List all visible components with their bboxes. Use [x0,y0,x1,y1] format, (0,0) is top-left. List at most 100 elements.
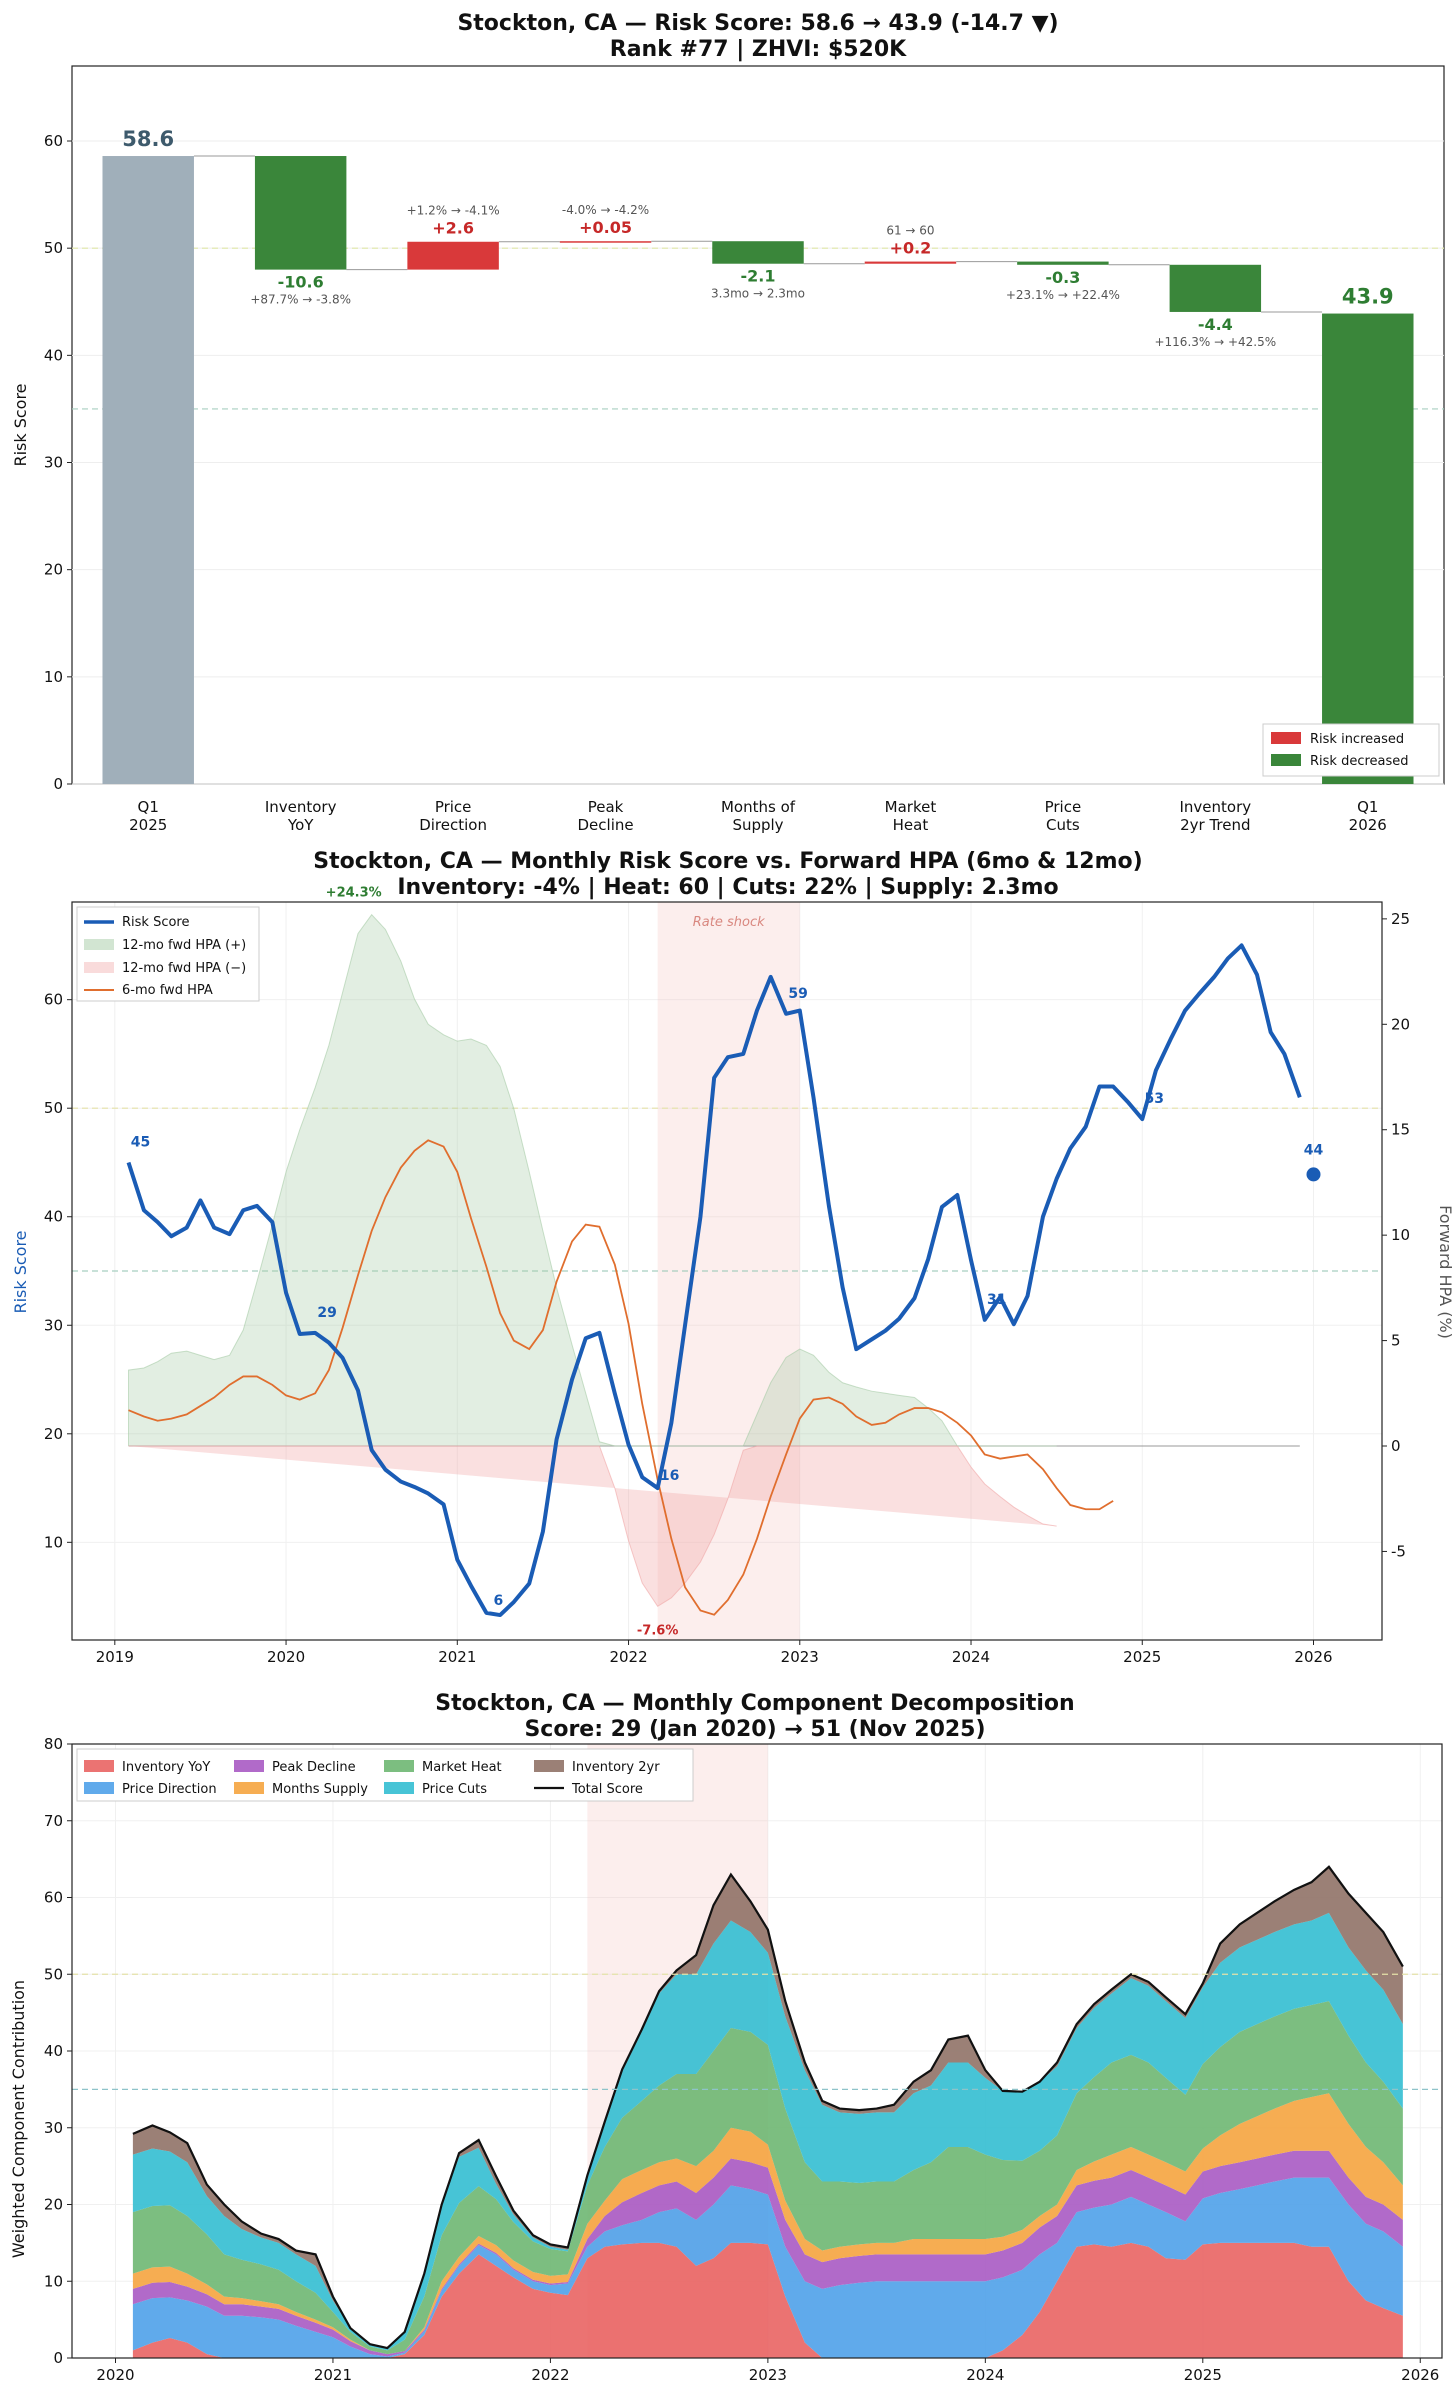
waterfall-delta-label: +2.6 [432,219,474,238]
waterfall-bar-step [1017,261,1109,265]
area-chart-ylabel: Weighted Component Contribution [9,1980,28,2258]
risk-score-current-label: 44 [1304,1142,1324,1158]
component-decomposition-chart: Stockton, CA — Monthly Component Decompo… [9,1691,1443,2384]
risk-vs-hpa-chart: Stockton, CA — Monthly Risk Score vs. Fo… [11,849,1455,1666]
waterfall-ylabel: Risk Score [11,383,30,466]
waterfall-chart: Stockton, CA — Risk Score: 58.6 → 43.9 (… [11,11,1445,834]
waterfall-xtick-label: Peak Decline [578,798,634,834]
waterfall-ytick-label: 20 [44,561,63,579]
legend-label: Inventory 2yr [572,1760,660,1775]
line-chart-ytick-label: 20 [44,1425,63,1443]
legend-swatch-decrease [1271,754,1301,766]
line-chart-xtick-label: 2023 [781,1648,819,1666]
legend-swatch-hpa-pos [84,939,114,950]
legend-label: Market Heat [422,1760,502,1775]
waterfall-xtick-label: Market Heat [885,798,937,834]
hpa-6mo-line [128,1139,1114,1616]
legend-label: Price Cuts [422,1782,487,1797]
risk-score-annotation: 59 [788,986,807,1002]
hpa-peak-label: +24.3% [326,886,382,901]
waterfall-xtick-label: Q1 2026 [1349,798,1387,834]
area-chart-ytick-label: 30 [44,2119,63,2137]
area-chart-xtick-label: 2020 [96,2366,134,2384]
legend-swatch [84,1782,114,1794]
line-chart-ytick-label: 60 [44,991,63,1009]
legend-label-hpa6: 6-mo fwd HPA [122,983,213,998]
stacked-area-series [132,2177,1403,2358]
stacked-area-series [132,1912,1403,2351]
area-chart-ytick-label: 20 [44,2196,63,2214]
legend-label: Price Direction [122,1782,217,1797]
waterfall-subtitle: Rank #77 | ZHVI: $520K [610,37,907,62]
line-chart-y2tick-label: 5 [1391,1332,1401,1350]
waterfall-bar-step [254,156,347,270]
risk-score-annotation: 6 [494,1593,504,1609]
risk-score-line [126,943,1302,1618]
waterfall-xtick-label: Months of Supply [721,798,796,834]
waterfall-delta-label: -0.3 [1045,268,1080,287]
area-chart-ytick-label: 50 [44,1965,63,1983]
line-chart-ytick-label: 10 [44,1533,63,1551]
area-chart-xtick-label: 2022 [531,2366,569,2384]
waterfall-detail-label: +116.3% → +42.5% [1154,335,1276,349]
waterfall-delta-label: -4.4 [1198,315,1233,334]
legend-swatch [384,1782,414,1794]
legend-label-hpa-pos: 12-mo fwd HPA (+) [122,938,246,953]
waterfall-detail-label: +1.2% → -4.1% [407,204,500,218]
waterfall-bar-step [407,241,499,270]
legend-label-risk: Risk Score [122,915,190,930]
area-chart-xtick-label: 2021 [314,2366,352,2384]
line-chart-title: Stockton, CA — Monthly Risk Score vs. Fo… [313,849,1142,874]
area-chart-ytick-label: 80 [44,1735,63,1753]
waterfall-bar-step [864,261,957,264]
waterfall-detail-label: +87.7% → -3.8% [250,293,351,307]
legend-label: Months Supply [272,1782,368,1797]
line-chart-xtick-label: 2021 [438,1648,476,1666]
line-chart-y2tick-label: 25 [1391,910,1410,928]
line-chart-y2tick-label: -5 [1391,1542,1406,1560]
waterfall-bar-end [1322,313,1414,784]
area-axes-frame [71,1743,1443,2359]
waterfall-xtick-label: Price Direction [419,798,487,834]
risk-score-current-dot [1306,1167,1321,1182]
area-chart-xtick-label: 2024 [966,2366,1004,2384]
area-chart-xtick-label: 2026 [1401,2366,1439,2384]
area-chart-title: Stockton, CA — Monthly Component Decompo… [435,1691,1074,1716]
area-chart-ytick-label: 70 [44,1812,63,1830]
waterfall-delta-label: -10.6 [278,273,324,292]
hpa-12mo-negative-area [128,1445,1057,1607]
line-chart-xtick-label: 2019 [96,1648,134,1666]
risk-score-annotation: 53 [1145,1091,1164,1107]
line-chart-xtick-label: 2025 [1123,1648,1161,1666]
waterfall-legend: Risk increased Risk decreased [1262,723,1440,777]
line-chart-xtick-label: 2024 [952,1648,990,1666]
waterfall-bar-start [102,156,194,784]
line-axes-frame [71,901,1383,1641]
waterfall-detail-label: +23.1% → +22.4% [1006,288,1120,302]
line-chart-ytick-label: 50 [44,1099,63,1117]
waterfall-ytick-label: 40 [44,346,63,364]
waterfall-ytick-label: 0 [53,775,63,793]
line-chart-subtitle: Inventory: -4% | Heat: 60 | Cuts: 22% | … [397,875,1058,900]
line-chart-ylabel: Risk Score [11,1230,30,1313]
area-chart-ytick-label: 60 [44,1889,63,1907]
waterfall-title: Stockton, CA — Risk Score: 58.6 → 43.9 (… [457,11,1058,36]
risk-score-annotation: 45 [131,1134,150,1150]
line-chart-xtick-label: 2020 [267,1648,305,1666]
legend-label-decrease: Risk decreased [1310,754,1409,769]
waterfall-ytick-label: 30 [44,454,63,472]
legend-swatch-hpa-neg [84,962,114,973]
waterfall-xtick-label: Price Cuts [1045,798,1082,834]
legend-swatch [534,1760,564,1772]
waterfall-ytick-label: 50 [44,239,63,257]
line-chart-xtick-label: 2022 [609,1648,647,1666]
waterfall-delta-label: +0.2 [890,239,932,258]
line-chart-y2tick-label: 20 [1391,1015,1410,1033]
waterfall-xtick-label: Q1 2025 [129,798,167,834]
risk-score-annotation: 29 [317,1305,336,1321]
waterfall-delta-label: +0.05 [579,218,632,237]
waterfall-bar-step [712,241,804,264]
legend-swatch [234,1782,264,1794]
waterfall-detail-label: 61 → 60 [886,224,934,238]
area-chart-subtitle: Score: 29 (Jan 2020) → 51 (Nov 2025) [524,1717,985,1742]
